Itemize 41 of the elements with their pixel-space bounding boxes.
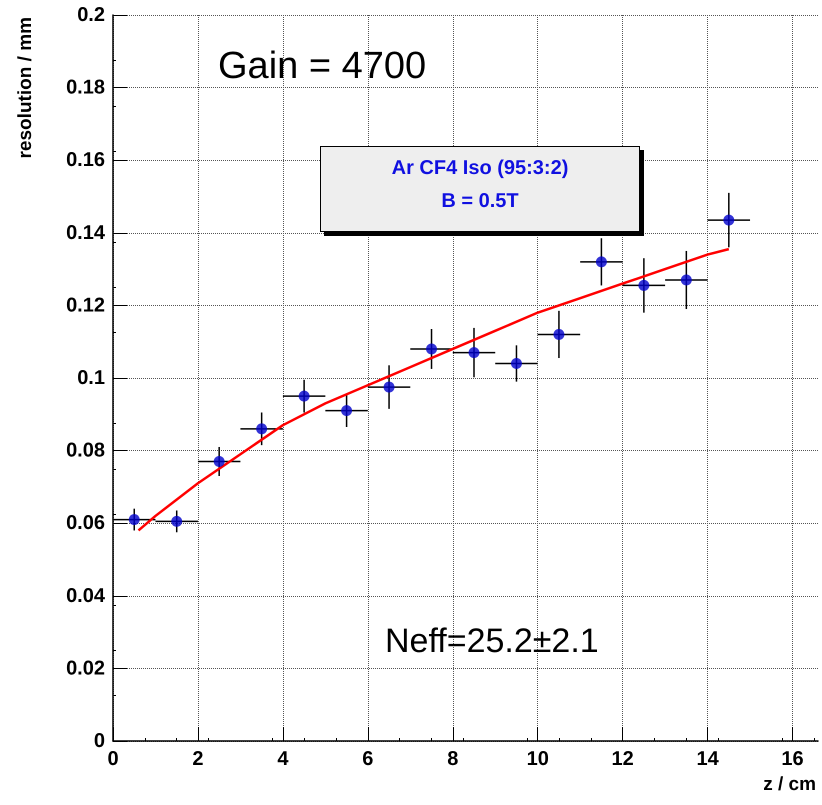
- point: [596, 256, 607, 268]
- y-tick-label: 0.04: [66, 584, 106, 607]
- y-tick-label: 0.12: [66, 294, 105, 316]
- line-series: [137, 248, 730, 532]
- annotation: Gain = 4700: [218, 45, 426, 88]
- point: [256, 423, 268, 434]
- x-tick-label: 8: [447, 748, 458, 770]
- point: [128, 514, 140, 526]
- y-tick-label: 0.08: [66, 440, 105, 462]
- y-tick-label: 0.2: [77, 4, 105, 26]
- y-tick-label: 0: [94, 730, 105, 752]
- annotation: Ar CF4 Iso (95:3:2): [390, 157, 570, 180]
- annotation: B = 0.5T: [440, 190, 520, 213]
- point: [384, 382, 395, 393]
- x-tick-label: 6: [362, 748, 374, 770]
- point: [341, 405, 352, 416]
- y-tick-label: 0.18: [66, 76, 105, 99]
- point: [723, 214, 734, 226]
- y-tick-label: 0.02: [66, 657, 105, 680]
- point: [298, 390, 310, 402]
- x-tick-label: 16: [781, 748, 804, 770]
- x-tick-label: 12: [612, 748, 634, 770]
- x-tick-label: 14: [696, 748, 720, 770]
- point: [468, 347, 480, 358]
- y-tick-label: 0.16: [66, 149, 105, 172]
- y-tick-label: 0.1: [77, 367, 105, 389]
- x-axis-title: z / cm: [763, 774, 816, 795]
- point: [553, 328, 564, 340]
- x-tick-label: 10: [526, 748, 549, 770]
- point: [510, 358, 522, 369]
- point: [171, 516, 182, 527]
- y-tick-label: 0.14: [66, 222, 106, 244]
- point: [426, 343, 438, 354]
- point: [680, 274, 692, 286]
- x-tick-label: 4: [277, 748, 290, 770]
- x-tick-label: 2: [192, 748, 204, 770]
- y-axis-title: resolution / mm: [15, 17, 36, 158]
- annotation: Neff=25.2±2.1: [385, 622, 599, 661]
- y-tick-label: 0.06: [66, 512, 105, 534]
- point: [638, 280, 650, 291]
- point: [214, 456, 225, 467]
